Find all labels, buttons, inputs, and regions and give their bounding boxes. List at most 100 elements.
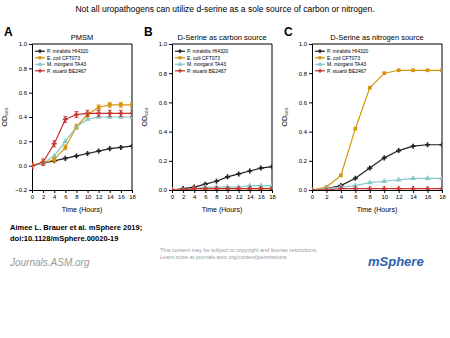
plot-frame [32, 44, 132, 190]
y-tick-mark [169, 102, 172, 103]
point [225, 174, 230, 179]
legend-label: E. coli CFT073 [187, 55, 220, 61]
point [108, 103, 112, 107]
point [396, 148, 401, 153]
error-bar [97, 110, 101, 116]
y-tick-mark [29, 117, 32, 118]
y-tick-label: 0.0 [159, 187, 168, 193]
journal: Journals.ASM.org [9, 257, 90, 268]
x-tick: 16 [425, 190, 432, 200]
point [312, 187, 315, 190]
axis-line [29, 45, 33, 191]
x-tick: 6 [64, 190, 68, 200]
y-tick-label: 0.4 [19, 114, 28, 120]
legend-item: M. morganii TA43 [175, 61, 226, 67]
point [85, 151, 90, 156]
x-axis-label: Time (Hours) [202, 206, 243, 214]
y-tick: 0.0 [19, 163, 32, 169]
point [247, 169, 252, 174]
point [425, 186, 430, 190]
series-line [312, 70, 442, 190]
legend-label: M. morganii TA43 [327, 61, 366, 67]
x-tick-label: 2 [182, 194, 186, 200]
x-tick-mark [428, 190, 429, 193]
legend-label: P. stuartii BE2467 [187, 68, 227, 74]
y-tick-label: 0.2 [299, 158, 308, 164]
x-tick-mark [76, 190, 77, 193]
point [338, 186, 343, 190]
panel-label: A [4, 25, 13, 39]
point [425, 142, 430, 147]
legend: P. mirabilis HI4320E. coli CFT073M. morg… [315, 48, 369, 74]
point [426, 68, 430, 72]
point [258, 186, 263, 190]
figure-title: Not all uropathogens can utilize d-serin… [75, 4, 374, 14]
y-tick-mark [169, 132, 172, 133]
copyright: This content may be subject to copyright… [160, 247, 318, 260]
x-tick: 0 [31, 190, 35, 200]
y-tick-label: 0.8 [299, 71, 308, 77]
x-tick-label: 18 [439, 194, 446, 200]
legend-label: E. coli CFT073 [47, 55, 80, 61]
x-tick: 12 [236, 190, 243, 200]
y-tick: 0.4 [159, 129, 172, 135]
legend-swatch [35, 57, 45, 58]
point [410, 175, 416, 180]
legend-marker [38, 49, 42, 53]
x-tick: 18 [129, 190, 136, 200]
logo-text: mSphere [368, 254, 424, 269]
y-tick-label: 0.4 [159, 129, 168, 135]
point [312, 187, 315, 190]
x-tick-mark [183, 190, 184, 193]
point [382, 71, 386, 75]
x-tick: 2 [325, 190, 329, 200]
x-tick: 0 [311, 190, 315, 200]
legend-label: P. mirabilis HI4320 [187, 48, 229, 54]
x-tick-label: 4 [340, 194, 344, 200]
point [74, 153, 79, 158]
error-bar [52, 141, 56, 147]
y-tick: 0.4 [299, 129, 312, 135]
legend-label: P. mirabilis HI4320 [47, 48, 89, 54]
y-tick-label: 0.2 [159, 158, 168, 164]
x-tick-mark [65, 190, 66, 193]
point [214, 186, 219, 190]
y-tick-mark [29, 190, 32, 191]
legend-item: E. coli CFT073 [175, 55, 220, 61]
x-tick-label: 10 [85, 194, 92, 200]
series-line [172, 186, 272, 190]
x-tick-mark [326, 190, 327, 193]
legend-item: M. morganii TA43 [35, 61, 86, 67]
plot-area [312, 68, 442, 190]
point [312, 187, 315, 190]
y-tick-mark [309, 102, 312, 103]
y-tick-mark [29, 166, 32, 167]
panel: 0246810121416180.00.20.40.60.81.0Time (H… [141, 25, 276, 214]
x-tick-label: 10 [225, 194, 232, 200]
x-tick: 6 [354, 190, 358, 200]
x-tick-label: 12 [396, 194, 403, 200]
doi: doi:10.1128/mSphere.00020-19 [10, 234, 118, 243]
y-tick: 0.6 [159, 100, 172, 106]
legend-marker [38, 69, 42, 73]
legend-label: M. morganii TA43 [187, 61, 226, 67]
point [382, 155, 387, 160]
point [439, 175, 442, 180]
point [191, 185, 197, 190]
y-tick-label: 0.6 [299, 100, 308, 106]
x-tick-mark [399, 190, 400, 193]
legend-marker [318, 56, 321, 59]
plot-frame [172, 44, 272, 190]
x-tick: 12 [96, 190, 103, 200]
point [440, 68, 442, 72]
x-tick: 4 [193, 190, 197, 200]
point [353, 176, 358, 181]
y-tick-label: 0.0 [299, 187, 308, 193]
x-tick-mark [205, 190, 206, 193]
y-tick-label: 0.8 [159, 71, 168, 77]
y-tick: 1.0 [159, 41, 172, 47]
point [439, 186, 442, 190]
x-tick-label: 0 [311, 194, 315, 200]
y-tick-mark [309, 44, 312, 45]
legend-marker [178, 49, 182, 53]
